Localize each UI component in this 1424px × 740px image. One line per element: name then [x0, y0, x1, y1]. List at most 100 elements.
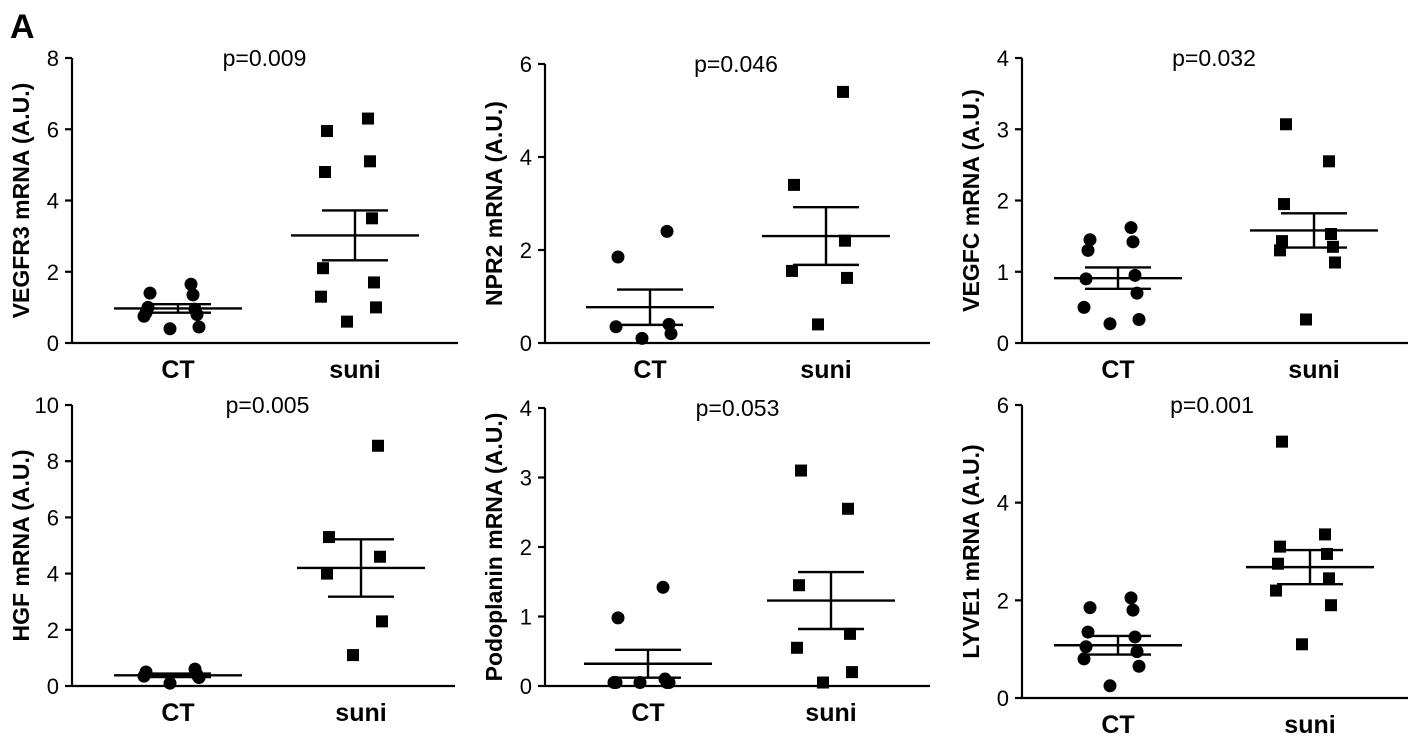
p-value-annotation: p=0.001	[1170, 392, 1254, 418]
y-tick-label: 10	[35, 393, 59, 418]
data-point-square	[1319, 528, 1331, 541]
data-point-square	[347, 649, 359, 662]
data-point-circle	[143, 286, 157, 300]
data-point-circle	[1132, 312, 1146, 326]
y-tick-label: 2	[520, 238, 532, 263]
y-axis-title: HGF mRNA (A.U.)	[8, 449, 34, 641]
data-point-circle	[611, 250, 625, 264]
y-tick-label: 3	[520, 466, 532, 491]
data-point-circle	[192, 320, 206, 334]
y-tick-label: 2	[47, 260, 59, 285]
data-point-square	[315, 290, 327, 303]
data-point-square	[844, 627, 856, 640]
data-point-square	[370, 301, 382, 314]
data-point-square	[372, 439, 384, 452]
data-point-square	[1276, 235, 1288, 248]
data-point-square	[366, 212, 378, 225]
data-point-square	[317, 262, 329, 275]
y-tick-label: 6	[47, 505, 59, 530]
data-point-square	[812, 318, 824, 331]
data-point-square	[341, 315, 353, 328]
y-tick-label: 8	[47, 46, 59, 71]
y-tick-label: 2	[997, 588, 1009, 613]
data-point-circle	[1130, 645, 1144, 659]
data-point-square	[846, 666, 858, 679]
y-tick-label: 2	[47, 618, 59, 643]
x-category-label: suni	[1288, 356, 1339, 384]
y-tick-label: 4	[997, 491, 1009, 516]
y-tick-label: 2	[520, 535, 532, 560]
y-tick-label: 6	[520, 52, 532, 77]
data-point-circle	[1103, 679, 1117, 693]
x-category-label: CT	[631, 699, 664, 727]
data-point-square	[842, 502, 854, 515]
x-category-label: CT	[161, 356, 194, 384]
x-category-label: suni	[805, 699, 856, 727]
p-value-annotation: p=0.005	[226, 392, 310, 418]
data-point-square	[795, 464, 807, 477]
y-axis-title: NPR2 mRNA (A.U.)	[481, 101, 507, 306]
y-tick-label: 6	[47, 117, 59, 142]
data-point-circle	[1083, 233, 1097, 247]
x-category-label: CT	[633, 356, 666, 384]
data-point-circle	[1081, 243, 1095, 257]
x-category-label: CT	[161, 699, 194, 727]
data-point-square	[791, 641, 803, 654]
data-point-circle	[660, 224, 674, 238]
y-tick-label: 2	[997, 189, 1009, 214]
y-axis-title: VEGFR3 mRNA (A.U.)	[8, 83, 34, 319]
y-tick-label: 0	[47, 674, 59, 699]
data-point-square	[839, 234, 851, 247]
data-point-square	[1270, 584, 1282, 597]
data-point-square	[368, 276, 380, 289]
data-point-square	[786, 264, 798, 277]
p-value-annotation: p=0.046	[694, 51, 778, 77]
data-point-circle	[184, 277, 198, 291]
data-point-square	[841, 271, 853, 284]
p-value-annotation: p=0.009	[223, 45, 307, 71]
data-point-circle	[656, 580, 670, 594]
data-point-square	[362, 112, 374, 125]
y-tick-label: 0	[520, 331, 532, 356]
y-axis-title: LYVE1 mRNA (A.U.)	[958, 444, 984, 658]
data-point-square	[1325, 599, 1337, 612]
data-point-square	[1296, 638, 1308, 651]
data-point-square	[788, 178, 800, 191]
data-point-circle	[1103, 317, 1117, 331]
y-tick-label: 1	[520, 605, 532, 630]
data-point-square	[1278, 198, 1290, 211]
data-point-circle	[658, 672, 672, 686]
p-value-annotation: p=0.032	[1172, 45, 1256, 71]
data-point-circle	[1132, 659, 1146, 673]
data-point-square	[817, 676, 829, 689]
y-tick-label: 4	[47, 189, 59, 214]
y-tick-label: 0	[997, 331, 1009, 356]
y-tick-label: 8	[47, 449, 59, 474]
data-point-square	[376, 615, 388, 628]
data-point-circle	[1124, 221, 1138, 235]
y-axis-title: Podoplanin mRNA (A.U.)	[481, 413, 507, 682]
data-point-square	[1323, 155, 1335, 168]
y-tick-label: 6	[997, 393, 1009, 418]
data-point-circle	[186, 288, 200, 302]
y-tick-label: 0	[47, 331, 59, 356]
data-point-square	[364, 155, 376, 168]
y-tick-label: 1	[997, 260, 1009, 285]
y-axis-title: VEGFC mRNA (A.U.)	[958, 89, 984, 312]
data-point-circle	[611, 611, 625, 625]
y-tick-label: 4	[520, 396, 532, 421]
data-point-square	[319, 166, 331, 178]
data-point-circle	[633, 676, 647, 690]
data-point-square	[793, 579, 805, 592]
y-tick-label: 4	[520, 145, 532, 170]
x-category-label: suni	[1284, 711, 1335, 739]
x-category-label: suni	[335, 699, 386, 727]
x-category-label: suni	[800, 356, 851, 384]
data-point-circle	[1128, 268, 1142, 282]
data-point-circle	[1083, 601, 1097, 615]
data-point-square	[321, 567, 333, 580]
data-point-circle	[163, 322, 177, 336]
data-point-square	[1329, 256, 1341, 269]
data-point-square	[1323, 572, 1335, 585]
x-category-label: CT	[1101, 356, 1134, 384]
